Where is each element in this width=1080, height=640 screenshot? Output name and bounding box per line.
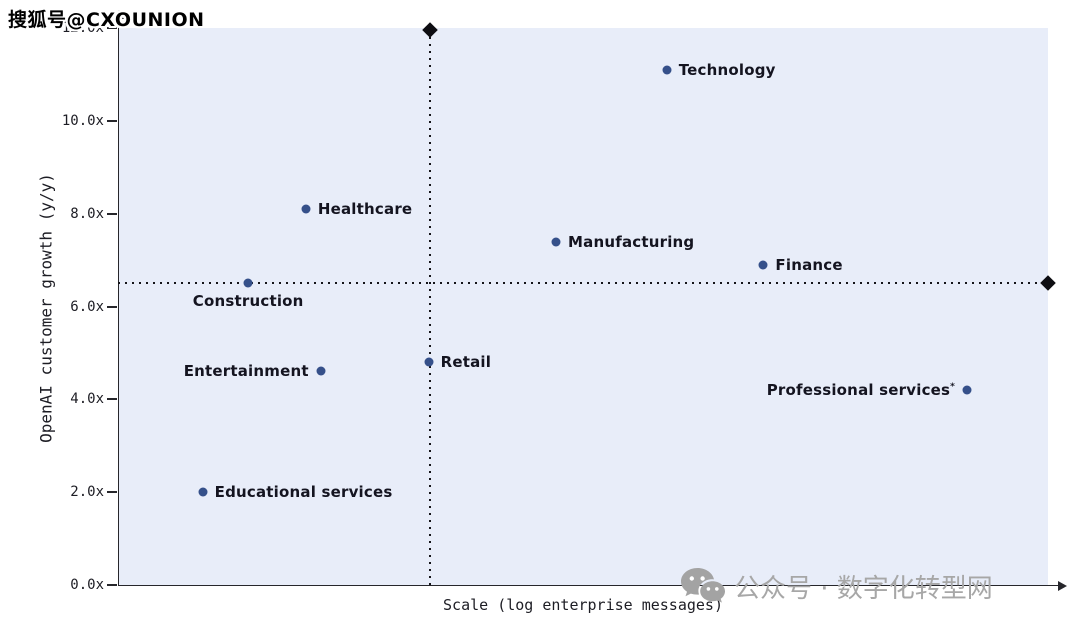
data-point-label-entertainment: Entertainment [183,362,309,381]
data-point-professional-services [962,385,972,395]
x-axis-title: Scale (log enterprise messages) [443,596,723,614]
y-tick-mark-2.0x [107,491,117,494]
data-point-manufacturing [551,237,561,247]
plot-area [118,28,1048,585]
y-tick-label-8.0x: 8.0x [70,205,104,222]
data-point-label-educational-services: Educational services [214,483,393,502]
data-point-label-finance: Finance [775,255,843,274]
y-tick-label-10.0x: 10.0x [61,112,104,129]
data-point-label-retail: Retail [440,353,492,372]
vertical-reference-line [428,30,431,585]
data-point-label-manufacturing: Manufacturing [568,232,695,251]
data-point-label-construction: Construction [192,292,304,311]
data-point-label-technology: Technology [678,60,776,79]
data-point-label-healthcare: Healthcare [317,200,413,219]
data-point-retail [424,357,434,367]
data-point-finance [758,260,768,270]
footnote-mark: * [950,382,956,393]
data-point-healthcare [301,204,311,214]
y-axis-arrow-icon [114,10,124,19]
y-tick-label-12.0x: 12.0x [61,20,104,36]
wechat-icon [681,568,725,603]
watermark-top: 搜狐号@CXOUNION [8,9,205,31]
data-point-label-professional-services: Professional services* [766,381,956,400]
y-tick-mark-8.0x [107,212,117,215]
x-axis-line [118,585,1058,586]
y-tick-mark-12.0x [107,27,117,29]
y-tick-label-6.0x: 6.0x [70,298,104,315]
y-tick-mark-6.0x [107,305,117,308]
y-tick-mark-4.0x [107,398,117,401]
data-point-entertainment [316,366,326,376]
watermark-bottom: 公众号 · 数字化转型网 [680,567,993,605]
y-tick-mark-0.0x [107,584,117,586]
horizontal-reference-line [118,282,1048,285]
watermark-bottom-text: 公众号 · 数字化转型网 [734,573,993,604]
y-axis-line [118,18,119,585]
y-tick-label-4.0x: 4.0x [70,391,104,408]
data-point-technology [662,65,672,75]
y-tick-label-0.0x: 0.0x [70,577,104,593]
data-point-construction [243,278,253,288]
y-tick-mark-10.0x [107,119,117,122]
x-axis-arrow-icon [1058,581,1067,591]
data-point-educational-services [198,487,208,497]
y-tick-label-2.0x: 2.0x [70,484,104,501]
